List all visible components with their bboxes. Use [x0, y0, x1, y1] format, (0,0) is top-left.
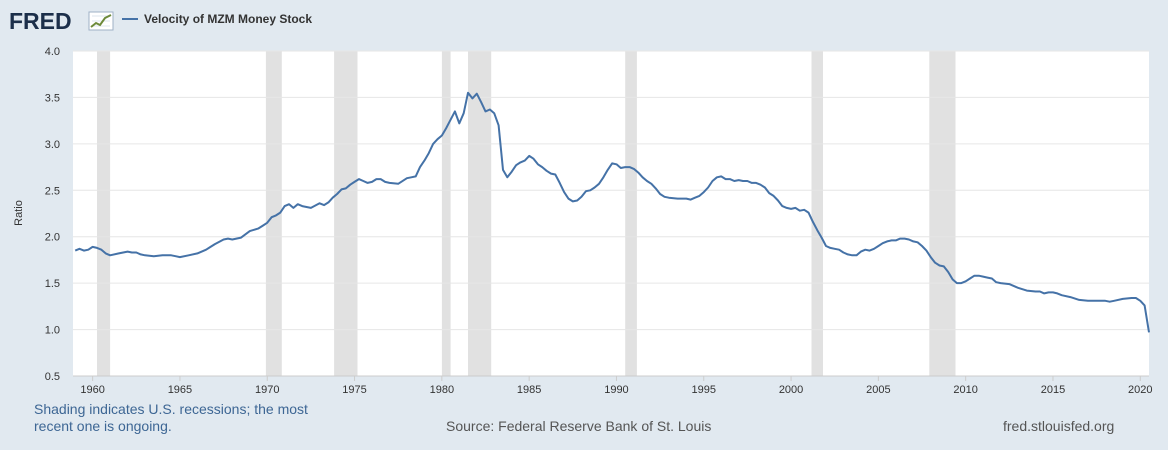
y-tick-label: 1.0	[45, 325, 60, 337]
x-tick-label: 1960	[80, 384, 104, 396]
recession-band-2	[334, 51, 358, 376]
x-tick-label: 1965	[168, 384, 192, 396]
x-tick-label: 1970	[255, 384, 279, 396]
x-tick-label: 2010	[953, 384, 977, 396]
y-tick-label: 1.5	[45, 278, 60, 290]
x-tick-label: 1995	[692, 384, 716, 396]
recession-band-1	[265, 51, 282, 376]
legend: Velocity of MZM Money Stock	[122, 12, 312, 26]
x-tick-label: 1980	[430, 384, 454, 396]
y-axis-label: Ratio	[13, 200, 25, 226]
y-tick-label: 2.0	[45, 232, 60, 244]
x-tick-label: 1990	[604, 384, 628, 396]
y-tick-label: 0.5	[45, 371, 60, 383]
source-text: Source: Federal Reserve Bank of St. Loui…	[446, 418, 712, 434]
x-tick-label: 2015	[1041, 384, 1065, 396]
fred-logo-text: FRED	[9, 8, 72, 34]
fred-url[interactable]: fred.stlouisfed.org	[1003, 418, 1115, 434]
x-tick-label: 1985	[517, 384, 541, 396]
recession-band-6	[811, 51, 823, 376]
recession-band-7	[929, 51, 956, 376]
x-tick-label: 2005	[866, 384, 890, 396]
x-axis-ticks: 1960 1965 1970 1975 1980 1985 1990 1995 2000 2005…	[80, 376, 1153, 396]
series-line-velocity-mzm[interactable]	[74, 91, 1150, 333]
x-tick-label: 2020	[1128, 384, 1152, 396]
recession-band-3	[441, 51, 451, 376]
recession-band-4	[468, 51, 492, 376]
fred-logo-graph-icon	[88, 11, 114, 31]
recession-bands	[97, 51, 956, 376]
x-tick-label: 2000	[779, 384, 803, 396]
plot-area	[73, 51, 1149, 376]
legend-label: Velocity of MZM Money Stock	[144, 12, 312, 26]
y-tick-label: 4.0	[45, 46, 60, 58]
fred-logo[interactable]: FRED	[9, 8, 114, 34]
recession-band-0	[97, 51, 111, 376]
y-tick-label: 3.5	[45, 92, 60, 104]
recession-note: Shading indicates U.S. recessions; the m…	[34, 401, 308, 434]
y-axis-ticks: 0.5 1.0 1.5 2.0 2.5 3.0 3.5 4.0	[45, 46, 60, 383]
y-tick-label: 3.0	[45, 139, 60, 151]
x-tick-label: 1975	[342, 384, 366, 396]
recession-band-5	[625, 51, 637, 376]
y-tick-label: 2.5	[45, 185, 60, 197]
